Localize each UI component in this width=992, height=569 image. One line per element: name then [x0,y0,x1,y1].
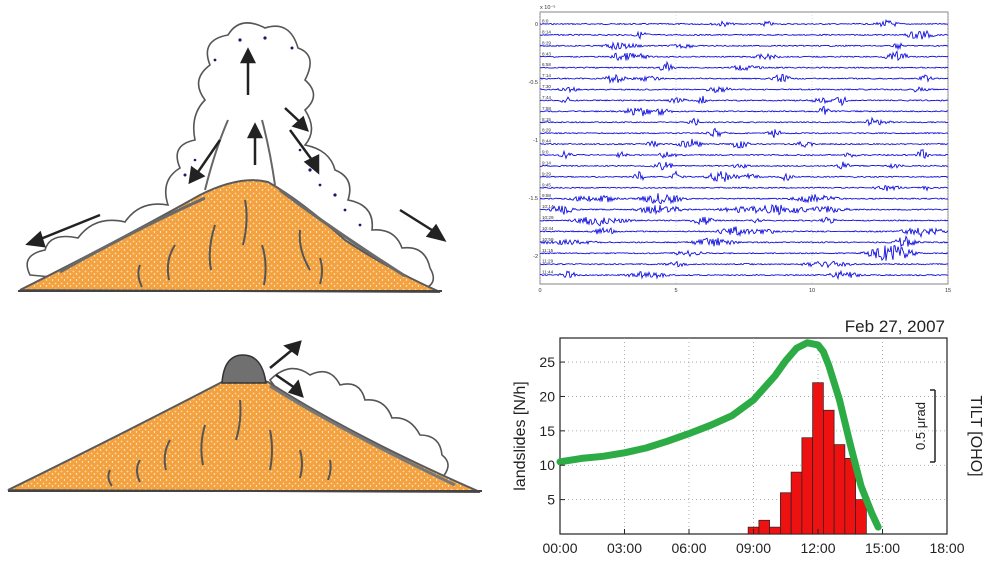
seismogram-row-label: 8:44 [542,139,551,144]
tilt-scale-bar: 0.5 μrad [913,389,936,463]
seismogram-trace [539,73,949,85]
volcano-dome-collapse-sketch [0,320,490,564]
seismogram-row-label: 11:44 [542,270,554,275]
seismogram-row-label: 7:58 [542,106,551,111]
seismogram-trace [539,127,949,138]
tilt-y-tick: 10 [539,457,555,473]
seismogram-row-label: 9:58 [542,193,551,198]
seismogram-row-label: 6:58 [542,62,551,67]
seismogram-y-tick: 0 [535,22,538,28]
seismogram-row-label: 7:30 [542,84,551,89]
scale-bar-label: 0.5 μrad [913,402,928,450]
seismogram-trace [539,50,949,62]
seismogram-x-tick: 5 [674,288,677,294]
seismogram-row-label: 8:29 [542,128,551,133]
seismogram-trace [539,161,949,171]
seismogram-trace [539,138,949,149]
seismogram-row-label: 9:0 [542,150,549,155]
seismogram-row-label: 8:15 [542,117,551,122]
seismogram-trace [539,18,949,28]
landslide-bar [823,409,835,535]
y-axis-label: landslides [N/h] [512,381,529,490]
seismogram-trace [539,149,949,160]
seismogram-row-label: 7:14 [542,73,551,78]
landslide-bar [855,499,867,535]
seismogram-row-label: 10:44 [542,226,554,231]
seismogram-trace [539,204,949,216]
seismogram-y-tick: -1 [533,138,538,144]
seismogram-row-label: 9:45 [542,182,551,187]
seismogram-row-label: 8:14 [542,29,551,34]
tilt-y-tick: 15 [539,423,555,439]
tilt-x-tick: 06:00 [671,540,706,556]
landslides-tilt-chart: Feb 27, 2007 5 10 15 20 25 00:00 03:00 06:00 09… [505,312,992,564]
tilt-line [556,339,882,531]
seismogram-trace [539,29,949,40]
seismogram-exponent-label: x 10⁻⁵ [540,4,556,11]
tilt-plot-area [559,337,948,535]
tilt-x-tick: 12:00 [800,540,835,556]
seismogram-trace [539,235,949,248]
seismogram-trace [539,184,949,192]
seismogram-trace [539,260,949,269]
seismogram-row-label: 10:14 [542,204,554,209]
seismogram-row-label: 10:59 [542,237,554,242]
landslide-bar [833,444,846,535]
seismogram-y-tick: -0.5 [529,80,538,86]
tilt-chart-title: Feb 27, 2007 [845,317,945,336]
seismogram-row-label: 7:44 [542,95,551,100]
landslide-bar [801,437,813,535]
seismogram-trace [539,116,949,127]
landslide-bar [812,382,824,535]
seismogram-y-tick: -2 [533,254,538,260]
seismogram-trace [539,41,949,51]
seismogram-trace [539,85,949,94]
tilt-x-tick: 15:00 [865,540,900,556]
landslide-bar [769,526,781,535]
seismogram-trace [539,105,949,117]
seismogram-trace [539,226,949,239]
seismogram-row-label: 11:29 [542,259,554,264]
seismogram-x-tick: 15 [945,288,951,294]
seismogram-trace [539,193,949,205]
seismogram-chart: x 10⁻⁵ 8:0 8:14 8:29 8:43 6:58 7:14 7:30 7:44 7:… [528,0,958,306]
tilt-x-tick: 09:00 [736,540,771,556]
landslide-bar [758,519,770,535]
seismogram-row-label: 8:29 [542,40,551,45]
seismogram-row-label: 11:15 [542,248,554,253]
tilt-x-tick: 03:00 [607,540,642,556]
landslide-bar [790,471,803,535]
seismogram-trace [539,60,949,72]
seismogram-row-label: 9:14 [542,160,551,165]
seismogram-row-label: 8:0 [542,19,549,24]
seismogram-trace [539,170,949,182]
seismogram-row-label: 10:29 [542,215,554,220]
volcano-eruption-sketch [0,0,470,310]
tilt-x-tick: 18:00 [929,540,964,556]
seismogram-x-tick: 10 [809,288,815,294]
seismogram-row-label: 8:43 [542,51,551,56]
seismogram-y-tick: -1.5 [529,196,538,202]
tilt-y-tick: 25 [539,354,555,370]
seismogram-trace [539,95,949,107]
y2-axis-label: TILT [OHO] [967,395,984,476]
seismogram-row-label: 9:29 [542,171,551,176]
seismogram-trace [539,216,949,227]
seismogram-x-tick: 0 [538,288,541,294]
tilt-y-tick: 5 [547,492,555,508]
tilt-x-tick: 00:00 [542,540,577,556]
tilt-y-tick: 20 [539,388,555,404]
seismogram-trace [540,245,949,262]
seismogram-trace [539,269,948,281]
landslide-bar [780,492,792,535]
